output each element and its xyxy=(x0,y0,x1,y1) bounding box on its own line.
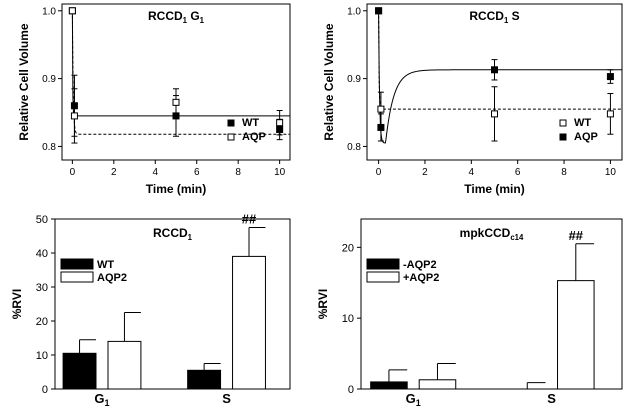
chart-title: RCCD1 xyxy=(153,226,193,242)
category-label: G1 xyxy=(406,391,421,406)
legend-swatch xyxy=(366,258,400,270)
fit-curve-aqp xyxy=(71,10,290,135)
legend-label: +AQP2 xyxy=(403,272,439,284)
y-tick-label: 1.0 xyxy=(347,6,361,17)
fit-curve-wt xyxy=(378,10,622,110)
y-tick-label: 0 xyxy=(42,384,48,396)
x-tick-label: 4 xyxy=(152,167,158,178)
y-axis-label: %RVI xyxy=(10,289,24,319)
plot-frame xyxy=(366,3,623,161)
category-label: S xyxy=(222,391,231,406)
y-tick-label: 30 xyxy=(36,282,48,294)
data-point-aqp xyxy=(606,73,614,81)
panel-rccd1-g1-volume: 0 2 4 6 8 10 0.8 0.9 1.0 Time (min) Relative Cell … xyxy=(17,3,291,196)
data-point-aqp xyxy=(276,119,284,127)
x-tick-label: 8 xyxy=(561,167,567,178)
legend-label: -AQP2 xyxy=(403,259,437,271)
bar-aqp2 xyxy=(232,255,266,390)
data-point-wt xyxy=(377,105,385,113)
x-axis-label: Time (min) xyxy=(146,182,206,196)
chart-title: RCCD1 S xyxy=(469,9,519,25)
y-axis-label: Relative Cell Volume xyxy=(17,23,31,140)
y-axis-label: Relative Cell Volume xyxy=(322,23,336,140)
fit-curve-aqp xyxy=(378,10,622,144)
plot-frame xyxy=(61,3,291,161)
legend-label: AQP2 xyxy=(97,272,127,284)
x-tick-label: 0 xyxy=(70,167,76,178)
legend-label: WT xyxy=(574,117,591,129)
bar--aqp2 xyxy=(370,381,408,390)
legend-marker xyxy=(227,119,235,127)
chart-title: mpkCCDc14 xyxy=(460,226,524,242)
panel-mpkccd-rvi-bars: 0 10 20 %RVI mpkCCDc14 G1 S ## -AQP2+AQP2 xyxy=(316,218,623,406)
x-tick-label: 10 xyxy=(274,167,286,178)
fit-curve-wt xyxy=(71,10,290,117)
legend-swatch xyxy=(60,258,94,270)
y-tick-label: 50 xyxy=(36,214,48,226)
legend-swatch xyxy=(366,271,400,283)
y-tick-label: 1.0 xyxy=(42,6,56,17)
legend-label: AQP xyxy=(574,131,598,143)
legend-marker xyxy=(559,133,567,141)
x-tick-label: 10 xyxy=(605,167,617,178)
x-tick-label: 2 xyxy=(422,167,428,178)
x-tick-label: 2 xyxy=(111,167,117,178)
plot-frame xyxy=(360,218,623,390)
data-point-wt xyxy=(606,110,614,118)
legend-label: WT xyxy=(242,117,259,129)
plot-frame xyxy=(54,218,291,390)
data-point-aqp xyxy=(70,112,78,120)
data-point-aqp xyxy=(172,98,180,106)
legend-label: AQP xyxy=(242,131,266,143)
panel-rccd1-s-volume: 0 2 4 6 8 10 0.8 0.9 1.0 Time (min) Relative Cell … xyxy=(322,3,623,196)
bar-wt xyxy=(62,352,97,390)
bar-aqp2 xyxy=(107,340,142,390)
legend-marker xyxy=(227,133,235,141)
category-label: S xyxy=(547,391,556,406)
bar-wt xyxy=(187,369,222,390)
data-point-wt xyxy=(491,110,498,118)
x-tick-label: 6 xyxy=(515,167,521,178)
data-point-aqp xyxy=(491,66,498,74)
data-point-aqp xyxy=(375,7,383,15)
significance-annotation: ## xyxy=(569,228,584,243)
legend-label: WT xyxy=(97,259,114,271)
significance-annotation: ## xyxy=(242,212,257,227)
bar-+aqp2 xyxy=(557,280,595,390)
x-axis-label: Time (min) xyxy=(464,182,524,196)
y-axis-label: %RVI xyxy=(316,289,330,319)
bar-+aqp2 xyxy=(418,379,457,390)
category-label: G1 xyxy=(94,391,109,406)
legend-marker xyxy=(559,119,567,127)
y-tick-label: 40 xyxy=(36,248,48,260)
y-tick-label: 20 xyxy=(342,242,354,254)
x-tick-label: 0 xyxy=(376,167,382,178)
x-tick-label: 6 xyxy=(194,167,200,178)
y-tick-label: 0.8 xyxy=(42,142,56,153)
y-tick-label: 0.9 xyxy=(42,74,56,85)
x-tick-label: 8 xyxy=(235,167,241,178)
y-tick-label: 10 xyxy=(342,313,354,325)
data-point-aqp xyxy=(377,123,385,131)
legend-swatch xyxy=(60,271,94,283)
chart-title: RCCD1 G1 xyxy=(148,9,205,25)
y-tick-label: 0.8 xyxy=(347,142,361,153)
y-tick-label: 0.9 xyxy=(347,74,361,85)
data-point-aqp xyxy=(68,7,76,15)
y-tick-label: 20 xyxy=(36,316,48,328)
y-tick-label: 10 xyxy=(36,350,48,362)
y-tick-label: 0 xyxy=(348,384,354,396)
x-tick-label: 4 xyxy=(469,167,475,178)
